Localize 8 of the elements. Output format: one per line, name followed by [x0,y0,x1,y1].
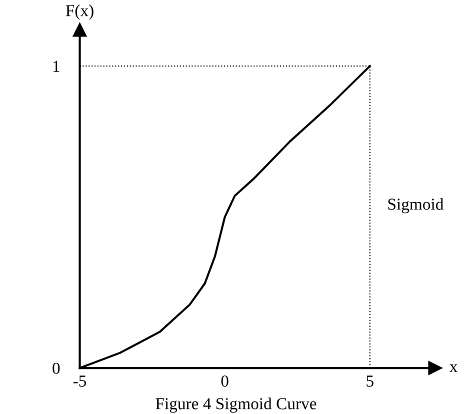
x-tick-label: -5 [73,376,86,387]
caption: Figure 4 Sigmoid Curve [156,398,316,413]
x-tick-label: 5 [366,376,374,387]
annotation: Sigmoid [388,198,444,214]
y-axis-title: F(x) [66,4,94,20]
y-tick-label: 1 [53,60,60,72]
x-tick-label: 0 [221,375,228,387]
x-axis-title: x [450,364,458,372]
